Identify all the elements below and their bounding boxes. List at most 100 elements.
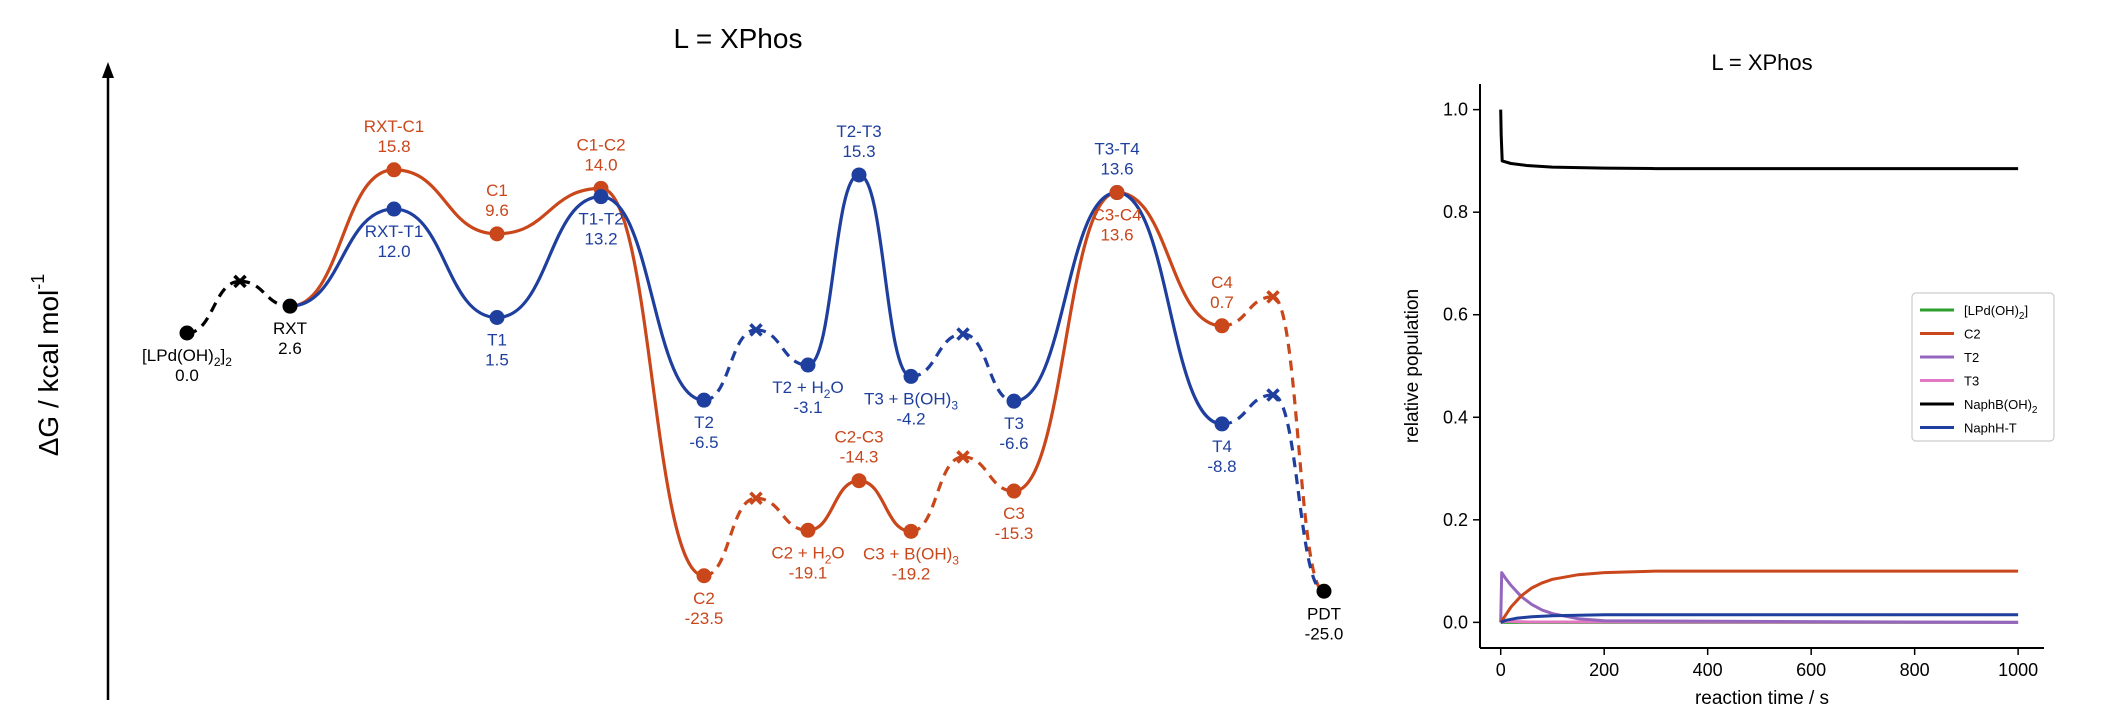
legend-label-naphh-t: NaphH-T bbox=[1964, 421, 2017, 436]
energy-path-segment bbox=[393, 168, 498, 236]
energy-ylabel-text: ΔG / kcal mol bbox=[33, 290, 64, 457]
x-tick-label: 200 bbox=[1589, 660, 1619, 680]
legend-label-lpd-oh-2: [LPd(OH)2] bbox=[1964, 303, 2028, 322]
state-label-rxt-c1: RXT-C1 bbox=[364, 117, 424, 136]
state-value-c1-c2: 14.0 bbox=[584, 155, 617, 174]
energy-path-segment bbox=[1221, 393, 1274, 426]
state-value-c2-c3: -14.3 bbox=[840, 448, 879, 467]
state-label-lpd: [LPd(OH)2]2 bbox=[142, 346, 232, 369]
energy-path-segment bbox=[1116, 190, 1223, 426]
energy-path-segment bbox=[962, 455, 1015, 493]
energy-point-t4 bbox=[1214, 416, 1230, 432]
state-label-c3: C3 bbox=[1003, 504, 1025, 523]
energy-cross-marker bbox=[956, 450, 970, 464]
x-tick-label: 1000 bbox=[1998, 660, 2038, 680]
state-label-c1-c2: C1-C2 bbox=[576, 135, 625, 154]
y-tick-label: 0.8 bbox=[1443, 202, 1468, 222]
state-label-c1: C1 bbox=[486, 181, 508, 200]
state-value-t2: -6.5 bbox=[689, 433, 718, 452]
kinetics-x-axis-label: reaction time / s bbox=[1695, 688, 1829, 709]
state-value-c2-h2o: -19.1 bbox=[789, 563, 828, 582]
energy-point-c3-c4 bbox=[1109, 185, 1125, 201]
energy-path-segment bbox=[393, 207, 498, 320]
energy-path-segment bbox=[1272, 295, 1325, 593]
kinetics-series bbox=[1499, 109, 2019, 624]
energy-point-rxt-c1 bbox=[386, 162, 402, 178]
energy-ylabel-sup: -1 bbox=[28, 274, 48, 290]
energy-point-c2-h2o bbox=[800, 522, 816, 538]
state-value-c2: -23.5 bbox=[685, 609, 724, 628]
legend-label-c2: C2 bbox=[1964, 327, 1981, 342]
state-value-rxt: 2.6 bbox=[278, 339, 302, 358]
energy-point-pdt bbox=[1316, 583, 1332, 599]
energy-profile-lines bbox=[186, 168, 1325, 593]
y-tick-label: 0.2 bbox=[1443, 510, 1468, 530]
energy-point-t2 bbox=[696, 392, 712, 408]
state-value-t4: -8.8 bbox=[1207, 457, 1236, 476]
kinetics-legend: [LPd(OH)2] C2 T2 T3 NaphB(OH)2 NaphH-T bbox=[1911, 292, 2055, 442]
state-value-t2-t3: 15.3 bbox=[842, 142, 875, 161]
state-label-t1-t2: T1-T2 bbox=[578, 210, 623, 229]
energy-path-segment bbox=[289, 207, 395, 308]
state-label-t2: T2 bbox=[694, 413, 714, 432]
state-value-rxt-c1: 15.8 bbox=[377, 137, 410, 156]
svg-text:ΔG / kcal mol-1: ΔG / kcal mol-1 bbox=[28, 274, 64, 457]
series-line-c2 bbox=[1499, 569, 2019, 624]
x-tick-label: 400 bbox=[1693, 660, 1723, 680]
energy-point-lpd bbox=[179, 325, 195, 341]
x-tick-label: 600 bbox=[1796, 660, 1826, 680]
state-value-c3-boh3: -19.2 bbox=[892, 564, 931, 583]
energy-path-segment bbox=[858, 479, 912, 533]
state-value-t1-t2: 13.2 bbox=[584, 230, 617, 249]
state-value-c3-c4: 13.6 bbox=[1100, 226, 1133, 245]
state-value-t3: -6.6 bbox=[999, 434, 1028, 453]
state-value-t3-t4: 13.6 bbox=[1100, 160, 1133, 179]
energy-point-c4 bbox=[1214, 318, 1230, 334]
state-label-t1: T1 bbox=[487, 331, 507, 350]
state-value-rxt-t1: 12.0 bbox=[377, 242, 410, 261]
energy-point-c1 bbox=[489, 226, 505, 242]
state-label-t3-boh3: T3 + B(OH)3 bbox=[864, 389, 958, 412]
energy-cross-marker bbox=[233, 274, 247, 289]
energy-path-segment bbox=[186, 279, 241, 335]
energy-profile-chart: L = XPhos ΔG / kcal mol-1 [LPd(OH)2]20.0… bbox=[28, 23, 1343, 700]
state-label-t3-t4: T3-T4 bbox=[1094, 140, 1139, 159]
energy-chart-title: L = XPhos bbox=[674, 23, 803, 54]
state-label-c4: C4 bbox=[1211, 273, 1233, 292]
energy-profile-marks bbox=[179, 162, 1332, 599]
state-value-t1: 1.5 bbox=[485, 351, 509, 370]
energy-path-segment bbox=[858, 173, 912, 378]
state-label-t4: T4 bbox=[1212, 437, 1232, 456]
state-label-t2-t3: T2-T3 bbox=[836, 122, 881, 141]
energy-cross-marker bbox=[1266, 290, 1280, 304]
kinetics-chart: L = XPhos 0 200 400 600 800 10000.00.20.40.60… bbox=[1402, 50, 2055, 709]
state-value-t3-boh3: -4.2 bbox=[896, 409, 925, 428]
energy-point-t3 bbox=[1006, 393, 1022, 409]
kinetics-ticks: 0 200 400 600 800 1000 0.0 0.2 0.4 0.6 0.8 1.0 bbox=[1443, 100, 2038, 680]
kinetics-y-axis-label: relative population bbox=[1402, 289, 1423, 443]
energy-path-segment bbox=[962, 332, 1015, 403]
legend-label-t3: T3 bbox=[1964, 374, 1979, 389]
series-line-naphb-oh-2 bbox=[1499, 109, 2019, 171]
energy-point-c3 bbox=[1006, 483, 1022, 499]
state-value-lpd: 0.0 bbox=[175, 366, 199, 385]
y-tick-label: 0.4 bbox=[1443, 407, 1468, 427]
state-label-c3-boh3: C3 + B(OH)3 bbox=[863, 544, 959, 567]
series-line-t2 bbox=[1499, 571, 2019, 624]
energy-path-segment bbox=[703, 328, 757, 402]
energy-point-t2-h2o bbox=[800, 357, 816, 373]
energy-path-segment bbox=[600, 195, 705, 402]
energy-path-segment bbox=[807, 173, 860, 367]
state-label-pdt: PDT bbox=[1307, 604, 1341, 623]
state-value-c4: 0.7 bbox=[1210, 293, 1234, 312]
energy-path-segment bbox=[1013, 190, 1118, 403]
energy-path-segment bbox=[910, 455, 964, 533]
energy-path-segment bbox=[1116, 190, 1223, 328]
energy-path-segment bbox=[239, 279, 291, 308]
energy-cross-marker bbox=[1266, 388, 1280, 402]
state-label-c3-c4: C3-C4 bbox=[1092, 206, 1141, 225]
kinetics-chart-title: L = XPhos bbox=[1711, 50, 1812, 75]
state-label-c2-h2o: C2 + H2O bbox=[771, 543, 844, 566]
energy-point-t1 bbox=[489, 310, 505, 326]
